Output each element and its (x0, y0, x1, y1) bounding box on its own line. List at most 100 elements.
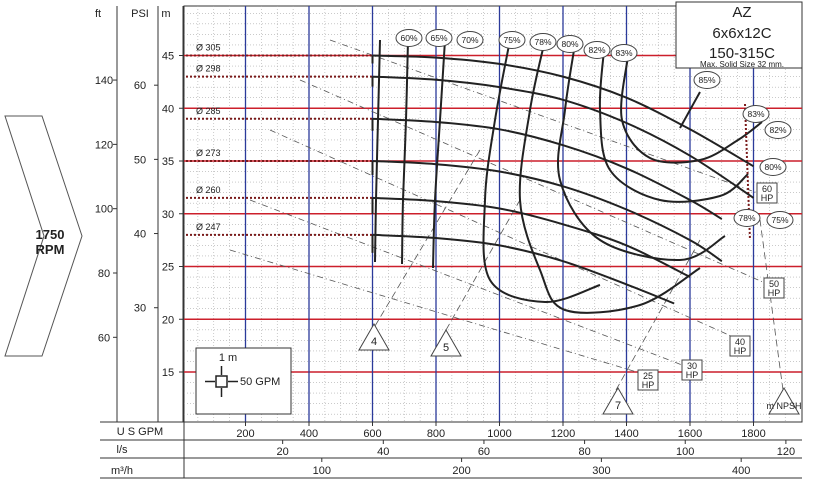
efficiency-label-bubble (759, 158, 787, 176)
usgpm-tick-label: 1000 (487, 428, 511, 440)
usgpm-tick-label: 400 (300, 428, 318, 440)
m-tick-label: 20 (162, 314, 174, 326)
efficiency-label: 60% (400, 33, 417, 43)
efficiency-label: 78% (738, 213, 755, 223)
npsh-marker-label: 7 (615, 400, 621, 412)
diameter-label: Ø 305 (196, 43, 221, 53)
rpm-arrow (4, 115, 83, 357)
code-label: 150-315C (709, 45, 775, 62)
efficiency-label-bubble (583, 41, 611, 59)
efficiency-label-bubble (556, 35, 584, 53)
psi-tick-label: 30 (134, 303, 146, 315)
diameter-label: Ø 285 (196, 106, 221, 116)
usgpm-tick-label: 800 (427, 428, 445, 440)
power-label-box (729, 335, 751, 357)
efficiency-curve (620, 55, 763, 164)
head-curve (372, 160, 723, 263)
size-label: 6x6x12C (712, 25, 771, 42)
npsh-marker (602, 386, 634, 415)
efficiency-label: 78% (534, 37, 551, 47)
efficiency-label: 83% (615, 48, 632, 58)
usgpm-tick-label: 1800 (741, 428, 765, 440)
ft-tick-label: 80 (98, 268, 110, 280)
m-tick-label: 25 (162, 262, 174, 274)
m-tick-label: 30 (162, 209, 174, 221)
power-line (229, 249, 651, 377)
m-tick-label: 40 (162, 103, 174, 115)
diameter-label: Ø 247 (196, 222, 221, 232)
ls-tick-label: 60 (478, 446, 490, 458)
power-label-value: 30 (687, 361, 697, 371)
efficiency-label: 80% (764, 162, 781, 172)
m3h-tick-label: 100 (313, 465, 331, 477)
usgpm-tick-label: 1200 (551, 428, 575, 440)
power-label-unit: HP (761, 193, 774, 203)
diameter-label: Ø 273 (196, 148, 221, 158)
efficiency-curve (374, 39, 381, 263)
npsh-marker (358, 322, 390, 351)
m-tick-label: 35 (162, 156, 174, 168)
npsh-marker-label: m NPSH (766, 401, 801, 411)
scale-head-label: 1 m (219, 352, 237, 364)
head-curve (372, 117, 723, 220)
efficiency-label-bubble (498, 31, 526, 49)
head-curve (372, 54, 755, 168)
ft-tick-label: 120 (95, 139, 113, 151)
head-curve (372, 233, 675, 305)
axis-m-label: m (161, 8, 170, 20)
axis-psi-label: PSI (131, 8, 149, 20)
axis-usgpm-label: U S GPM (117, 426, 163, 438)
npsh-marker (768, 386, 800, 415)
efficiency-label: 83% (747, 109, 764, 119)
scale-legend: 1 m 50 GPM (195, 347, 292, 415)
efficiency-label: 82% (588, 45, 605, 55)
power-label-unit: HP (734, 346, 747, 356)
npsh-line (759, 219, 784, 391)
psi-tick-label: 50 (134, 154, 146, 166)
power-line (299, 79, 773, 287)
rpm-value: 1750 (36, 227, 65, 242)
efficiency-label-bubble (529, 33, 557, 51)
power-line (249, 199, 691, 369)
efficiency-label-bubble (425, 29, 453, 47)
efficiency-label-bubble (610, 44, 638, 62)
ls-tick-label: 20 (277, 446, 289, 458)
head-curve (372, 196, 691, 278)
scale-flow-label: 50 GPM (240, 376, 280, 388)
head-curve (372, 75, 755, 199)
ft-tick-label: 140 (95, 75, 113, 87)
usgpm-tick-label: 600 (363, 428, 381, 440)
ls-tick-label: 120 (777, 446, 795, 458)
power-label-value: 25 (643, 371, 653, 381)
efficiency-curve (557, 43, 726, 262)
power-label-value: 60 (762, 184, 772, 194)
npsh-marker-label: 5 (443, 342, 449, 354)
psi-tick-label: 60 (134, 80, 146, 92)
power-label-unit: HP (642, 380, 655, 390)
efficiency-label-bubble (766, 211, 794, 229)
efficiency-label-bubble (733, 209, 761, 227)
ft-tick-label: 100 (95, 204, 113, 216)
power-label-value: 40 (735, 337, 745, 347)
diameter-label: Ø 260 (196, 185, 221, 195)
axis-ls-label: l/s (117, 444, 129, 456)
efficiency-label-bubble (456, 31, 484, 49)
psi-tick-label: 40 (134, 229, 146, 241)
m3h-tick-label: 400 (732, 465, 750, 477)
usgpm-tick-label: 200 (236, 428, 254, 440)
axis-ft-label: ft (95, 8, 101, 20)
rpm-unit: RPM (36, 242, 65, 257)
ls-tick-label: 40 (377, 446, 389, 458)
power-label-value: 50 (769, 279, 779, 289)
efficiency-label-bubble (693, 71, 721, 89)
m3h-tick-label: 300 (592, 465, 610, 477)
power-label-unit: HP (686, 370, 699, 380)
efficiency-label: 75% (771, 215, 788, 225)
usgpm-tick-label: 1600 (678, 428, 702, 440)
m-tick-label: 15 (162, 367, 174, 379)
efficiency-label: 75% (503, 35, 520, 45)
solid-size-label: Max. Solid Size 32 mm. (700, 60, 784, 69)
power-label-box (681, 359, 703, 381)
ls-tick-label: 100 (676, 446, 694, 458)
m-tick-label: 45 (162, 51, 174, 63)
